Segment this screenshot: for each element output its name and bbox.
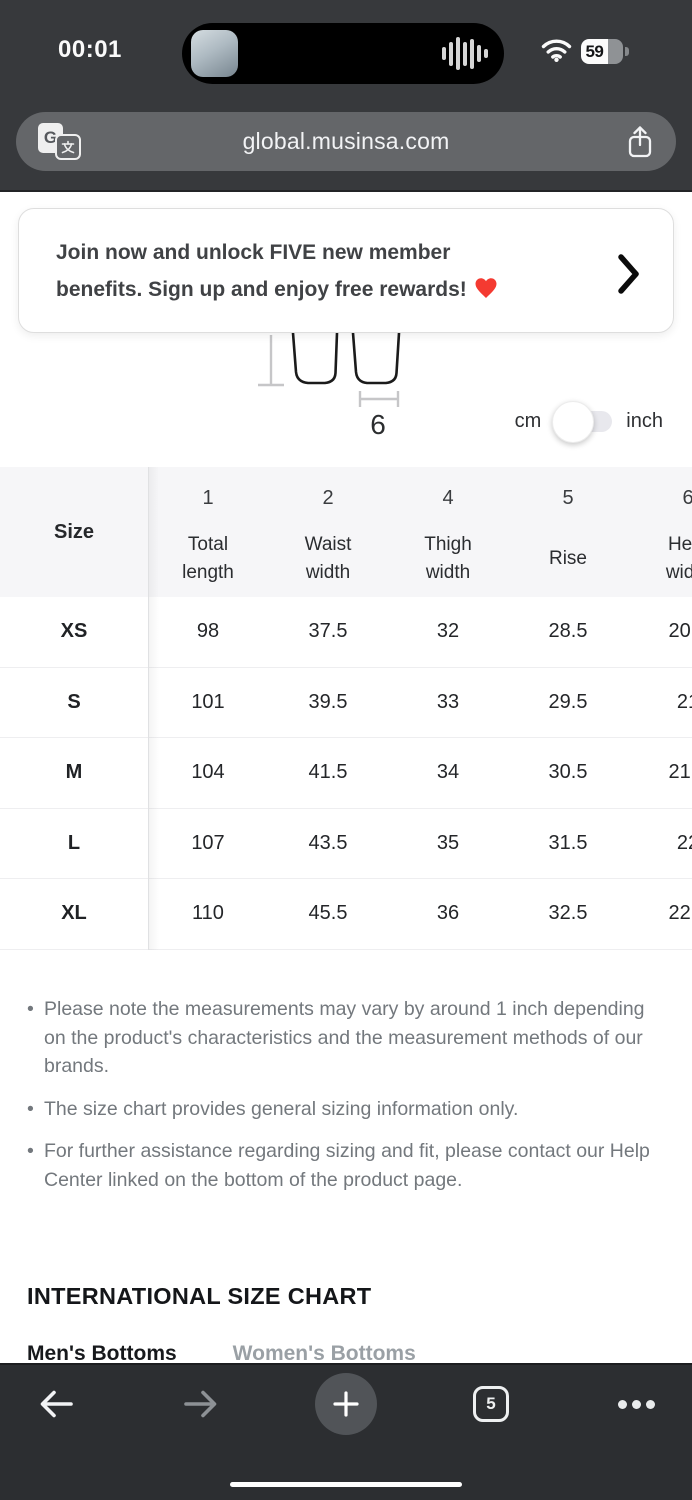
- column-header-waist-width: 2 Waist width: [304, 487, 352, 583]
- size-chart-tabs: Men's Bottoms Women's Bottoms: [27, 1342, 416, 1366]
- translate-icon-glyph: [55, 134, 81, 160]
- inch-label: inch: [626, 410, 663, 432]
- unit-toggle-row: cm inch: [514, 400, 663, 443]
- size-column-shadow: [149, 467, 159, 950]
- menu-button[interactable]: [604, 1372, 668, 1436]
- banner-line-1: Join now and unlock FIVE new member: [56, 241, 451, 264]
- plus-icon: [315, 1373, 377, 1435]
- size-column-header: Size: [53, 520, 95, 543]
- tab-womens-bottoms[interactable]: Women's Bottoms: [232, 1342, 416, 1365]
- red-heart-icon: [474, 274, 498, 311]
- column-header-thigh-width: 4 Thigh width: [424, 487, 472, 583]
- bullet: •: [27, 998, 34, 1020]
- size-chart-table[interactable]: Size 1 Total length 2 Waist width 4 Thig…: [0, 467, 692, 950]
- status-time: 00:01: [58, 36, 122, 63]
- table-row-xs: XS 98 37.5 32 28.5 20.5: [0, 597, 692, 668]
- sizing-notes: • Please note the measurements may vary …: [27, 995, 667, 1208]
- browser-bottom-toolbar: 5: [0, 1363, 692, 1500]
- audio-waveform-icon: [442, 37, 488, 70]
- note-item: • The size chart provides general sizing…: [27, 1095, 667, 1124]
- share-icon[interactable]: [626, 125, 654, 164]
- size-column-divider: [148, 467, 149, 950]
- column-header-total-length: 1 Total length: [182, 487, 234, 583]
- chevron-right-icon: [617, 253, 641, 300]
- tab-switcher-button[interactable]: 5: [459, 1372, 523, 1436]
- table-header-row: Size 1 Total length 2 Waist width 4 Thig…: [0, 467, 692, 597]
- toggle-knob[interactable]: [552, 400, 595, 443]
- hem-measure-bracket: [358, 391, 400, 407]
- dynamic-island[interactable]: [182, 23, 504, 84]
- battery-icon: 59: [581, 39, 623, 64]
- new-tab-button[interactable]: [314, 1372, 378, 1436]
- signup-promo-banner[interactable]: Join now and unlock FIVE new member bene…: [18, 208, 674, 333]
- back-button[interactable]: [24, 1372, 88, 1436]
- note-item: • For further assistance regarding sizin…: [27, 1137, 667, 1194]
- browser-top-chrome: 00:01 59 G: [0, 0, 692, 192]
- bullet: •: [27, 1097, 34, 1120]
- now-playing-album-art: [191, 30, 238, 77]
- table-row-l: L 107 43.5 35 31.5 22: [0, 809, 692, 879]
- length-measure-line: [258, 335, 284, 387]
- unit-toggle-switch[interactable]: [552, 400, 613, 443]
- battery-percent: 59: [585, 41, 604, 61]
- table-row-xl: XL 110 45.5 36 32.5 22.5: [0, 879, 692, 950]
- note-item: • Please note the measurements may vary …: [27, 995, 667, 1081]
- url-text: global.musinsa.com: [242, 128, 450, 154]
- tab-mens-bottoms[interactable]: Men's Bottoms: [27, 1342, 177, 1365]
- column-header-rise: 5 Rise: [548, 487, 587, 569]
- battery-fill: 59: [581, 39, 608, 64]
- tab-count-badge: 5: [473, 1386, 509, 1422]
- cm-label: cm: [514, 410, 542, 432]
- pant-legs-outline: [291, 331, 401, 385]
- table-row-m: M 104 41.5 34 30.5 21.5: [0, 738, 692, 809]
- banner-text: Join now and unlock FIVE new member bene…: [56, 234, 498, 311]
- google-translate-icon[interactable]: G: [38, 123, 84, 161]
- column-header-hem-width: 6 Hem width: [665, 487, 692, 583]
- hem-measure-label: 6: [370, 409, 386, 440]
- wifi-icon: [541, 38, 572, 67]
- table-row-s: S 101 39.5 33 29.5 21: [0, 668, 692, 738]
- battery-nub: [625, 47, 629, 56]
- international-size-chart-heading: INTERNATIONAL SIZE CHART: [27, 1283, 372, 1309]
- three-dots-icon: [617, 1399, 655, 1409]
- address-bar[interactable]: G global.musinsa.com: [16, 112, 676, 171]
- bullet: •: [27, 1140, 34, 1162]
- home-indicator[interactable]: [230, 1482, 462, 1487]
- forward-button[interactable]: [169, 1372, 233, 1436]
- banner-line-2: benefits. Sign up and enjoy free rewards…: [56, 271, 498, 311]
- pants-measurement-diagram: 6: [230, 330, 470, 450]
